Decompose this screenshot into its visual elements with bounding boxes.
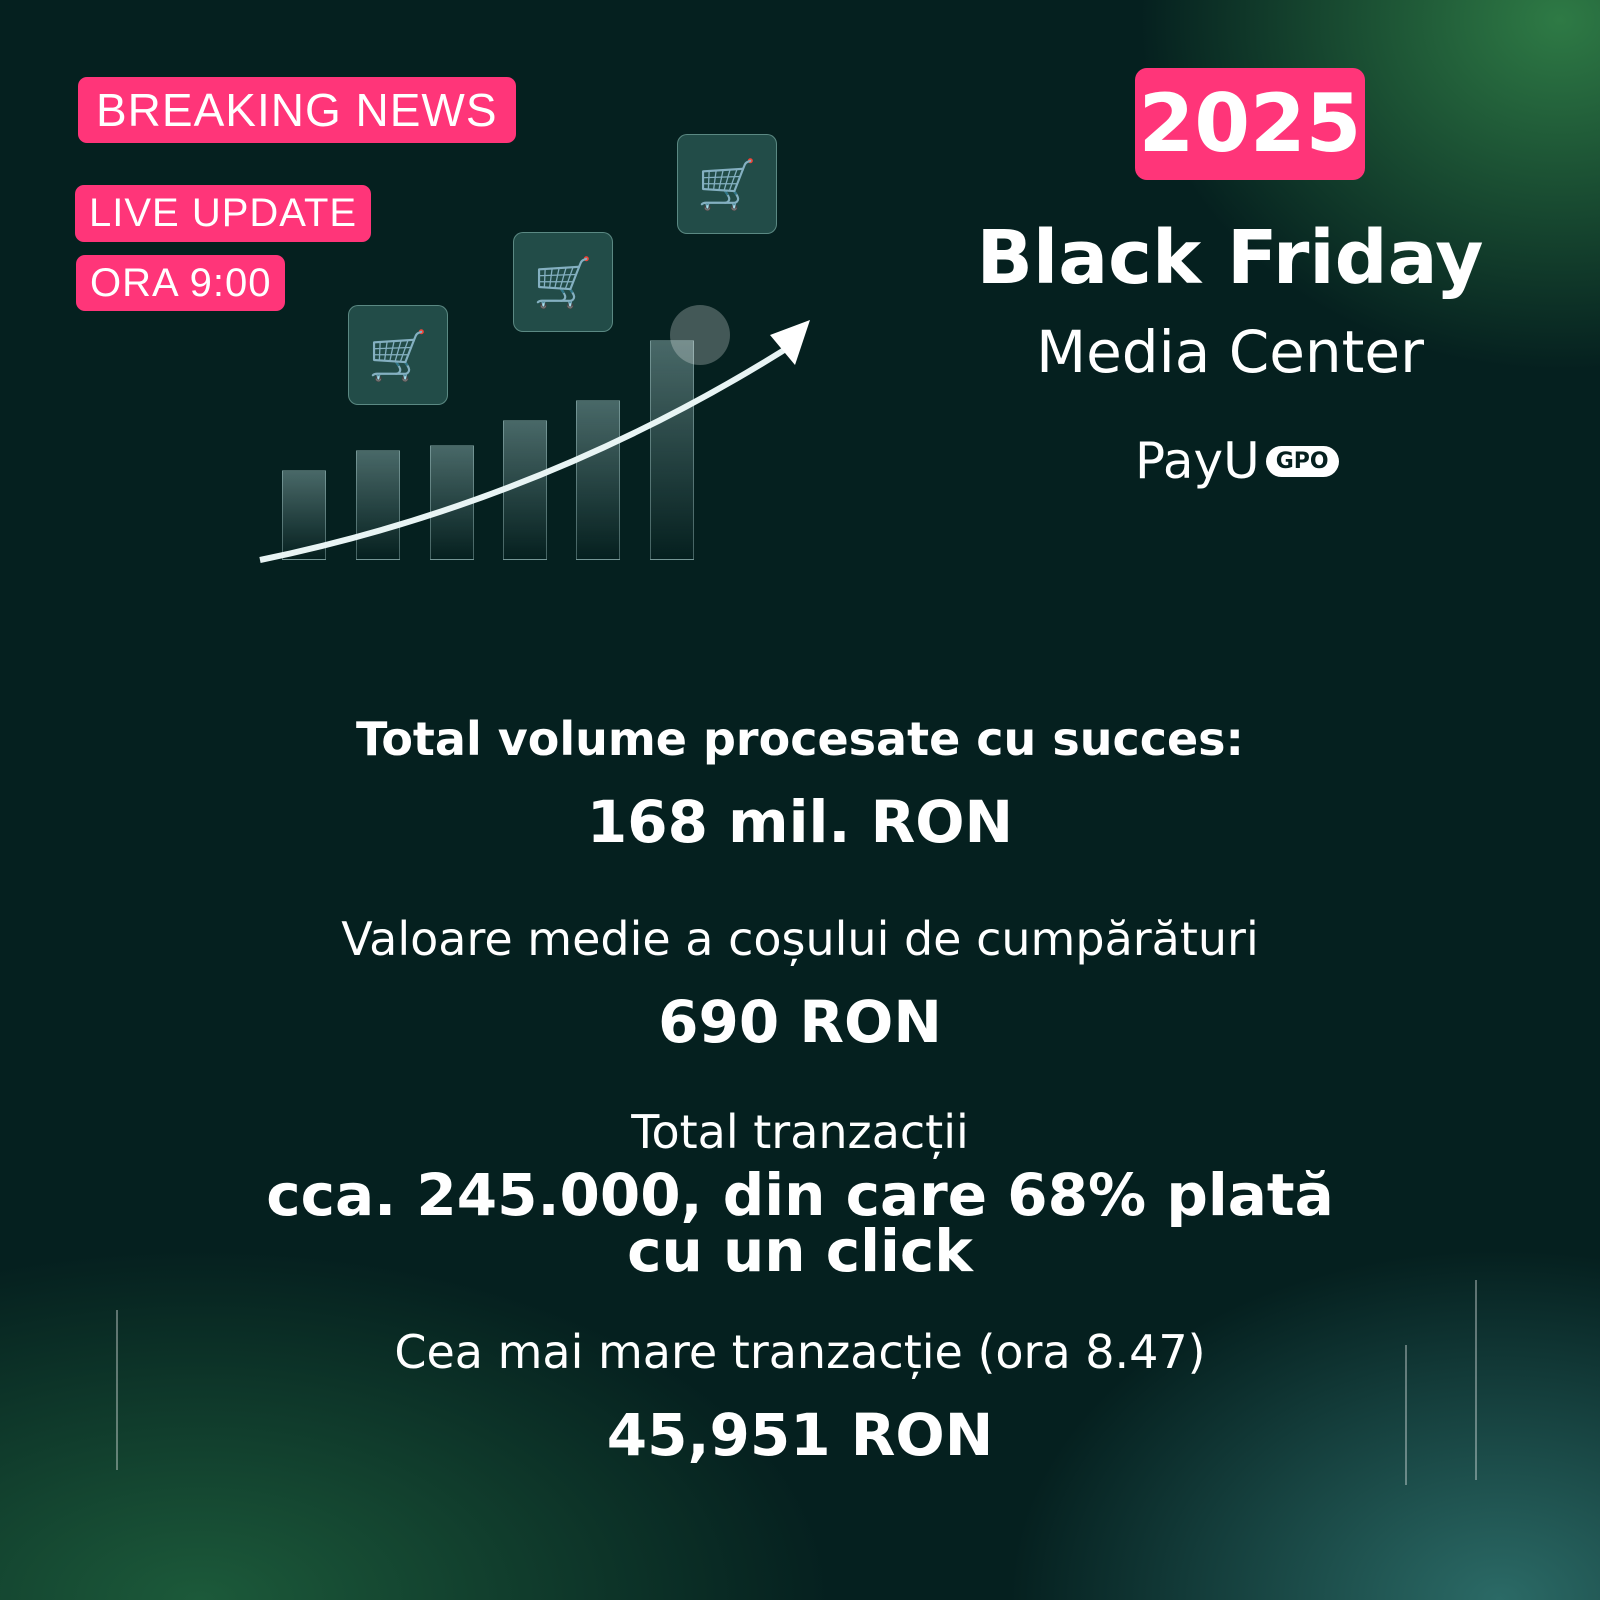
breaking-news-badge: BREAKING NEWS [78,77,516,143]
logo-badge: GPO [1265,445,1339,477]
shopping-cart-icon: 🛒 [513,232,613,332]
shopping-cart-icon: 🛒 [677,134,777,234]
page-subtitle: Media Center [1036,318,1424,386]
stat-value: 168 mil. RON [586,788,1014,856]
stat-average-basket: Valoare medie a coșului de cumpărături 6… [200,912,1400,1056]
time-badge: ORA 9:00 [76,255,286,311]
stat-value: cca. 245.000, din care 68% plată cu un c… [266,1161,1334,1285]
stat-label: Cea mai mare tranzacție (ora 8.47) [394,1325,1206,1379]
page-title: Black Friday [976,215,1484,301]
stat-largest-transaction: Cea mai mare tranzacție (ora 8.47) 45,95… [200,1325,1400,1469]
logo-text: PayU [1135,432,1260,490]
stat-label: Total volume procesate cu succes: [356,712,1244,766]
payu-gpo-logo: PayU GPO [1135,432,1339,490]
hero-growth-illustration: 🛒 🛒 🛒 [200,120,960,680]
stat-label: Total tranzacții [631,1105,969,1159]
stat-total-volume: Total volume procesate cu succes: 168 mi… [200,712,1400,856]
up-arrow-icon [116,1310,118,1470]
shopping-cart-icon: 🛒 [348,305,448,405]
up-arrow-icon [1405,1345,1407,1485]
stat-value: 45,951 RON [606,1401,994,1469]
live-update-badge: LIVE UPDATE [75,185,372,242]
up-arrow-icon [1475,1280,1477,1480]
growth-arrow-icon [259,305,810,563]
year-badge: 2025 [1135,68,1365,180]
stat-total-transactions: Total tranzacții cca. 245.000, din care … [250,1105,1350,1285]
stat-value: 690 RON [658,988,942,1056]
stat-label: Valoare medie a coșului de cumpărături [341,912,1259,966]
